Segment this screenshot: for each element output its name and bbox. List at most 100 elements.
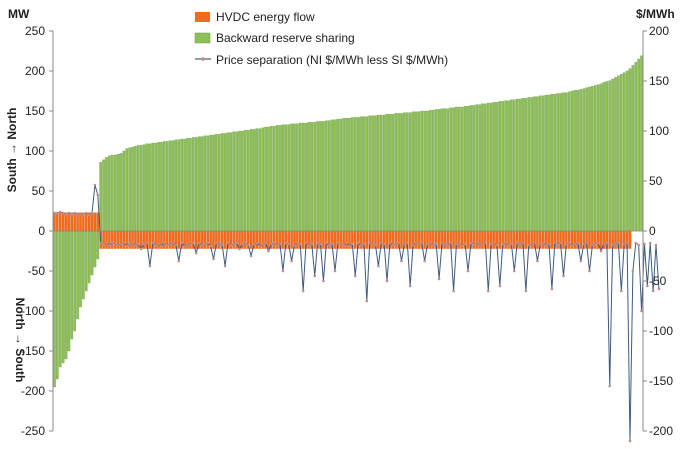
reserve-bar [73,230,76,332]
price-point [602,242,606,246]
price-point [325,241,328,245]
legend-label-price: Price separation (NI $/MWh less SI $/MWh… [216,53,448,67]
price-point [197,241,201,245]
price-point [296,241,299,245]
reserve-bar [556,93,559,232]
price-point [183,244,186,248]
reserve-bar [125,148,129,232]
price-point [434,242,438,246]
price-point [382,242,386,246]
hvdc-bar [452,230,455,249]
reserve-bar [217,134,221,232]
price-point [365,299,369,303]
price-point [368,241,371,245]
hvdc-bar [82,212,85,232]
reserve-bar [76,230,79,320]
hvdc-bar [371,230,374,249]
price-point [313,274,317,278]
price-point [377,264,380,268]
reserve-bar [524,98,528,232]
hvdc-bar [498,230,502,249]
reserve-bar [215,134,218,232]
reserve-bar [267,126,270,232]
right-tick-label: 50 [649,174,663,188]
price-point [345,241,348,245]
reserve-bar [327,120,331,232]
hvdc-bar [504,230,507,249]
price-point [336,241,340,245]
reserve-bar [460,106,464,232]
price-point [348,244,351,248]
price-point [290,259,293,263]
reserve-bar [429,110,432,232]
right-tick-label: 100 [649,124,669,138]
reserve-bar [105,157,108,232]
reserve-bar [486,102,490,232]
price-point [513,269,516,273]
reserve-bar [565,92,568,232]
legend-swatch-hvdc [195,12,210,22]
price-point [157,242,160,246]
reserve-bar [362,116,366,232]
hvdc-bar [628,230,632,249]
reserve-bar [194,137,198,232]
price-point [110,241,114,245]
price-point [171,241,175,245]
price-point [87,213,91,217]
price-point [298,242,302,246]
reserve-bar [371,115,374,232]
price-point [249,254,253,258]
price-point [293,243,296,247]
hvdc-bar [394,230,397,249]
reserve-bar [446,108,450,232]
reserve-bar [142,144,146,232]
price-point [281,269,285,273]
price-point [316,241,319,245]
hvdc-bar [218,230,221,249]
hvdc-bar [168,230,172,249]
hvdc-bar [466,230,470,249]
reserve-bar [119,153,123,232]
reserve-bar [628,68,632,232]
reserve-bar [591,86,594,232]
price-point [492,241,496,245]
hvdc-bar [113,230,117,249]
reserve-bar [333,119,337,232]
price-point [553,241,557,245]
reserve-bar [533,96,536,232]
price-point [122,241,126,245]
right-tick-label: 200 [649,24,669,38]
reserve-bar [579,89,583,232]
reserve-bar [536,96,539,232]
reserve-bar [489,102,493,232]
hvdc-bar [423,230,426,249]
price-point [530,242,533,246]
hvdc-bar [365,230,369,249]
hvdc-bar [620,230,623,249]
reserve-bar [252,129,256,232]
hvdc-bar [206,230,209,249]
price-point [562,274,565,278]
price-point [151,241,155,245]
price-point [408,284,412,288]
hvdc-bar [131,230,134,249]
reserve-bar [264,126,267,232]
reserve-bar [475,104,479,232]
reserve-bar [608,80,612,232]
price-point [588,269,591,273]
reserve-bar [348,118,351,232]
reserve-bar [131,146,134,232]
reserve-bar [238,130,241,232]
reserve-bar [385,114,389,232]
hvdc-bar [443,230,447,249]
price-point [73,211,76,215]
reserve-bar [478,104,481,232]
reserve-bar [110,154,114,232]
hvdc-bar [171,230,175,249]
reserve-bar [183,138,186,232]
reserve-bar [223,133,227,232]
price-point [267,249,270,253]
reserve-bar [405,112,409,232]
price-point [241,242,244,246]
reserve-bar [605,81,609,232]
